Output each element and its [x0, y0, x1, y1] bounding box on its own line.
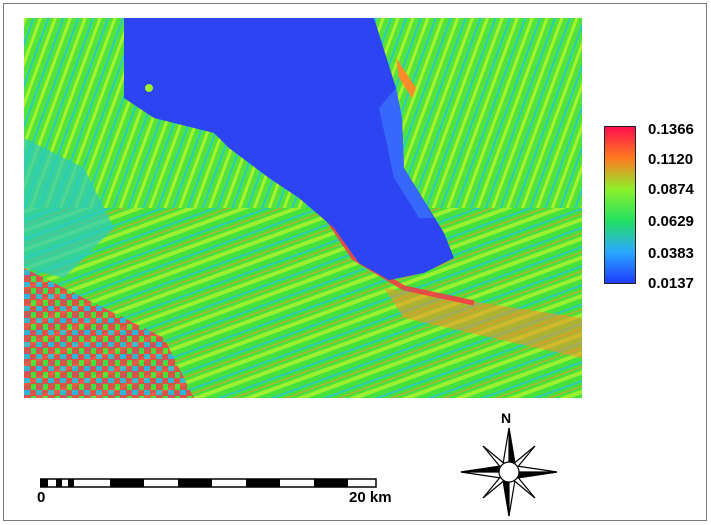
north-label: N [501, 410, 512, 426]
index-map [24, 18, 582, 398]
legend-label-5: 0.0383 [648, 245, 694, 262]
lake-shallows [379, 88, 434, 218]
legend-label-max: 0.1366 [648, 121, 694, 138]
southwest-hotspots [24, 268, 194, 398]
legend-label-min: 0.0137 [648, 275, 694, 292]
lake [124, 18, 454, 280]
southeast-band [384, 288, 582, 358]
legend-label-3: 0.0874 [648, 181, 694, 198]
compass-rose-icon [460, 427, 558, 517]
north-shore-orange [396, 58, 416, 98]
color-legend-bar [604, 126, 636, 284]
scale-start-label: 0 [37, 489, 46, 506]
west-coast-cyan [24, 138, 114, 278]
island [145, 84, 153, 92]
scale-bar [40, 478, 377, 488]
figure-frame [3, 3, 707, 521]
legend-label-2: 0.1120 [648, 151, 694, 168]
scale-end-label: 20 km [349, 489, 392, 506]
legend-label-4: 0.0629 [648, 213, 694, 230]
